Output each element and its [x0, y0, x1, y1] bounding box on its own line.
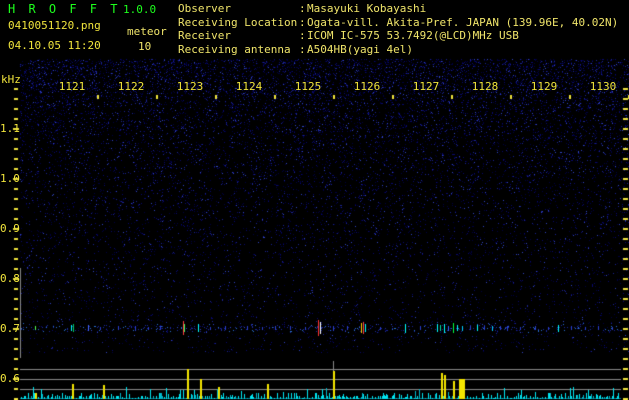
info-value: ICOM IC-575 53.7492(@LCD)MHz USB: [307, 29, 519, 42]
echo-count: 10: [138, 40, 152, 53]
time-label-1126: 1126: [353, 80, 381, 93]
info-value: A504HB(yagi 4el): [307, 43, 413, 56]
filename-label: 0410051120.png: [8, 19, 101, 32]
datetime-label: 04.10.05 11:20: [8, 39, 101, 52]
freq-label-0.8: 0.8: [0, 272, 20, 285]
freq-label-1.0: 1.0: [0, 172, 20, 185]
info-colon: :: [299, 16, 306, 29]
time-label-1129: 1129: [530, 80, 558, 93]
info-label: Receiving antenna: [178, 43, 291, 56]
time-label-1128: 1128: [471, 80, 499, 93]
app-version: 1.0.0: [123, 3, 157, 16]
info-row-0: Observer:Masayuki Kobayashi: [178, 2, 426, 15]
mode-label: meteor: [127, 25, 167, 38]
freq-label-0.9: 0.9: [0, 222, 20, 235]
info-colon: :: [299, 43, 306, 56]
info-label: Observer: [178, 2, 231, 15]
info-label: Receiver: [178, 29, 231, 42]
time-label-1123: 1123: [176, 80, 204, 93]
info-row-3: Receiving antenna:A504HB(yagi 4el): [178, 43, 413, 56]
time-label-1122: 1122: [117, 80, 145, 93]
app-title: H R O F F T: [8, 2, 121, 16]
info-value: Ogata-vill. Akita-Pref. JAPAN (139.96E, …: [307, 16, 619, 29]
info-colon: :: [299, 29, 306, 42]
time-label-1130: 1130: [589, 80, 617, 93]
freq-unit-label: kHz: [1, 73, 21, 86]
info-row-1: Receiving Location:Ogata-vill. Akita-Pre…: [178, 16, 618, 29]
info-colon: :: [299, 2, 306, 15]
time-label-1125: 1125: [294, 80, 322, 93]
freq-label-0.7: 0.7: [0, 322, 20, 335]
freq-label-0.6: 0.6: [0, 372, 20, 385]
info-value: Masayuki Kobayashi: [307, 2, 427, 15]
time-label-1124: 1124: [235, 80, 263, 93]
freq-label-1.1: 1.1: [0, 122, 20, 135]
time-label-1127: 1127: [412, 80, 440, 93]
info-label: Receiving Location: [178, 16, 298, 29]
time-label-1121: 1121: [58, 80, 86, 93]
info-row-2: Receiver:ICOM IC-575 53.7492(@LCD)MHz US…: [178, 29, 519, 42]
